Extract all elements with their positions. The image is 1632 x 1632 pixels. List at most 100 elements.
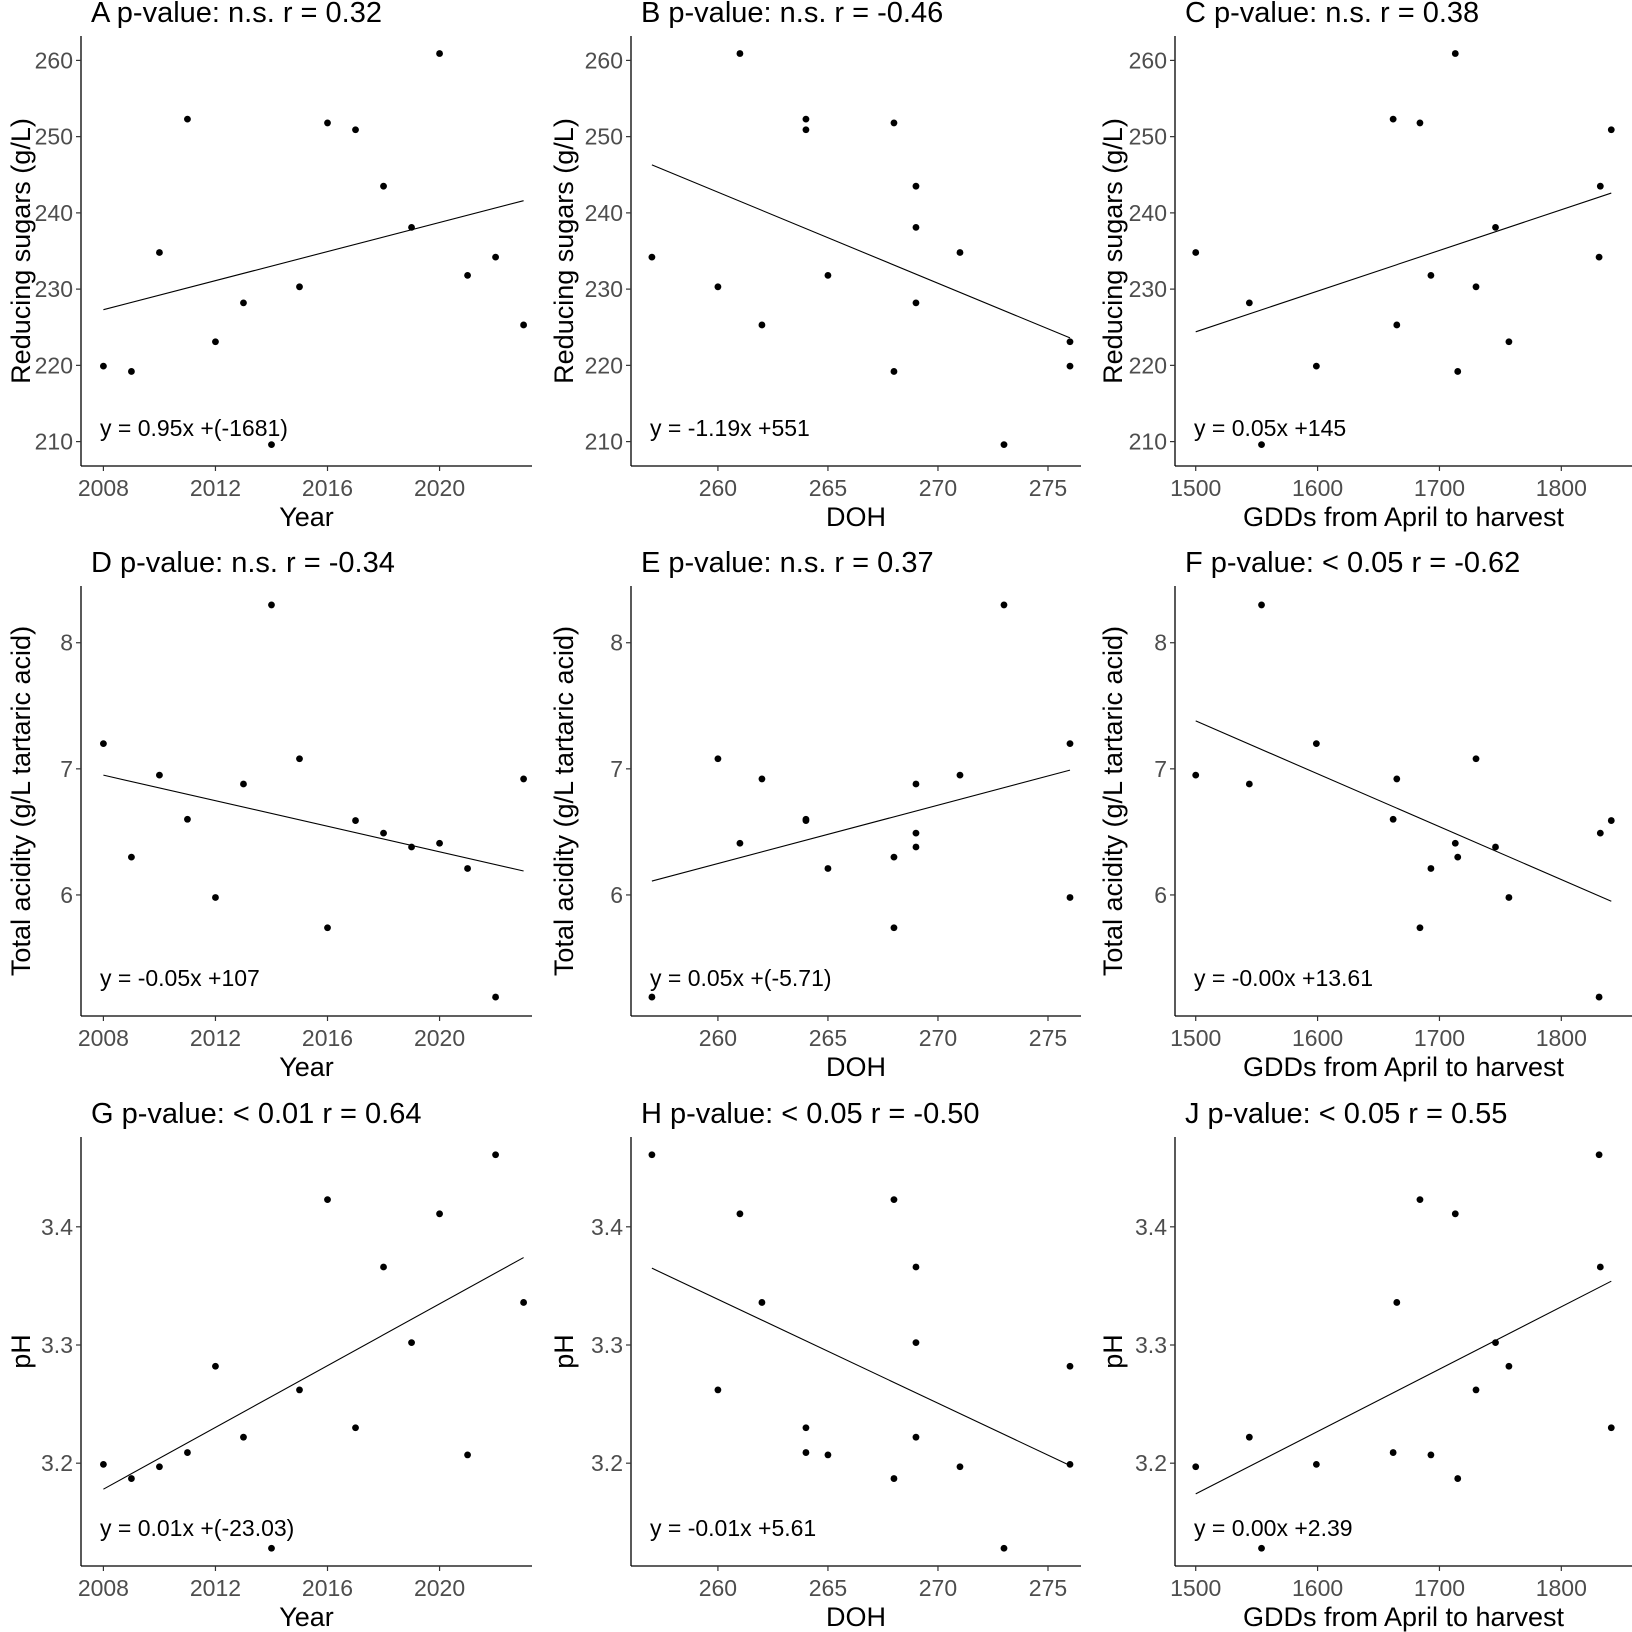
y-tick-label: 250 — [585, 124, 623, 150]
data-point — [736, 50, 744, 57]
data-point — [1427, 865, 1435, 872]
data-point — [1505, 338, 1513, 346]
panel-J: J p-value: < 0.05 r = 0.55 3.2 3.3 3.4 1500 1… — [1098, 1098, 1632, 1632]
regression-equation: y = 0.01x +(-23.03) — [100, 1515, 294, 1541]
data-point — [1245, 780, 1253, 788]
data-point — [1000, 1544, 1008, 1552]
data-point — [1066, 740, 1074, 748]
regression-line — [1195, 192, 1612, 333]
y-tick-label: 7 — [1154, 756, 1167, 782]
data-point — [1416, 119, 1424, 127]
data-point — [714, 283, 722, 291]
data-point — [1472, 755, 1480, 763]
panel-C: C p-value: n.s. r = 0.38 210 220 230 240 250 2… — [1098, 0, 1632, 532]
x-tick-label: 1500 — [1170, 475, 1221, 501]
data-point — [758, 321, 766, 329]
panel-title: G p-value: < 0.01 r = 0.64 — [91, 1098, 421, 1130]
y-axis-title: Reducing sugars (g/L) — [549, 118, 579, 384]
data-point — [1451, 50, 1459, 57]
x-axis-title: GDDs from April to harvest — [1243, 1602, 1565, 1632]
data-point — [352, 126, 359, 134]
data-point — [324, 924, 331, 932]
regression-line — [103, 1257, 524, 1490]
data-point — [1595, 253, 1603, 261]
data-point — [184, 1449, 191, 1456]
regression-equation: y = 0.95x +(-1681) — [100, 415, 288, 441]
data-point — [912, 780, 920, 788]
data-point — [912, 829, 920, 837]
x-axis-title: GDDs from April to harvest — [1243, 502, 1565, 532]
data-point — [324, 119, 331, 127]
y-tick-label: 240 — [35, 200, 73, 226]
data-point — [912, 843, 920, 851]
data-point — [802, 115, 810, 123]
data-point — [128, 1475, 135, 1482]
x-tick-label: 2012 — [190, 1025, 241, 1051]
y-tick-label: 240 — [1129, 200, 1167, 226]
x-tick-label: 270 — [919, 1575, 957, 1601]
data-point — [240, 299, 247, 307]
y-axis-title: Reducing sugars (g/L) — [6, 118, 36, 384]
data-point — [1492, 843, 1499, 851]
data-point — [212, 1362, 219, 1370]
x-tick-label: 2020 — [414, 1025, 465, 1051]
regression-line — [651, 1267, 1071, 1467]
data-point — [1389, 115, 1397, 123]
regression-line — [651, 769, 1071, 882]
data-point — [1416, 1196, 1424, 1204]
data-point — [736, 839, 744, 847]
data-point — [1393, 321, 1401, 329]
data-point — [1607, 817, 1615, 824]
data-point — [714, 755, 722, 763]
y-tick-label: 6 — [610, 882, 623, 908]
y-tick-label: 230 — [585, 276, 623, 302]
y-tick-label: 240 — [585, 200, 623, 226]
data-point — [1312, 740, 1320, 748]
data-point — [240, 780, 247, 788]
y-tick-label: 230 — [35, 276, 73, 302]
y-tick-label: 3.3 — [591, 1332, 623, 1358]
data-point — [1000, 441, 1008, 449]
data-point — [184, 115, 191, 123]
data-point — [802, 1449, 810, 1456]
data-point — [464, 271, 471, 279]
x-tick-label: 270 — [919, 1025, 957, 1051]
x-tick-label: 2020 — [414, 1575, 465, 1601]
x-axis-title: DOH — [826, 1602, 886, 1632]
data-point — [268, 601, 275, 609]
y-tick-label: 8 — [60, 630, 73, 656]
data-point — [912, 299, 920, 307]
data-point — [492, 993, 499, 1001]
data-point — [758, 775, 766, 783]
data-point — [1427, 1451, 1435, 1459]
data-point — [520, 775, 527, 783]
data-point — [912, 1433, 920, 1441]
data-point — [100, 362, 107, 370]
regression-line — [103, 774, 524, 872]
panel-D: D p-value: n.s. r = -0.34 6 7 8 2008 2012 2016… — [6, 547, 532, 1082]
data-point — [1454, 853, 1462, 861]
y-tick-label: 210 — [35, 429, 73, 455]
data-point — [1389, 815, 1397, 823]
data-point — [912, 182, 920, 190]
data-point — [296, 1386, 303, 1394]
data-point — [912, 1339, 920, 1347]
data-point — [128, 368, 135, 375]
data-point — [520, 321, 527, 329]
panel-E: E p-value: n.s. r = 0.37 6 7 8 260 265 270 275 D… — [549, 547, 1081, 1082]
x-tick-label: 260 — [699, 1575, 737, 1601]
x-tick-label: 2008 — [78, 1575, 129, 1601]
regression-line — [103, 200, 524, 311]
x-tick-label: 1800 — [1536, 475, 1587, 501]
data-point — [100, 740, 107, 748]
y-tick-label: 7 — [610, 756, 623, 782]
panel-title: A p-value: n.s. r = 0.32 — [91, 0, 382, 29]
y-tick-label: 8 — [1154, 630, 1167, 656]
regression-line — [651, 164, 1071, 339]
data-point — [824, 1451, 832, 1459]
y-tick-label: 220 — [1129, 352, 1167, 378]
data-point — [1258, 441, 1265, 449]
data-point — [408, 843, 415, 851]
x-tick-label: 1600 — [1292, 475, 1343, 501]
x-tick-label: 2016 — [302, 1575, 353, 1601]
